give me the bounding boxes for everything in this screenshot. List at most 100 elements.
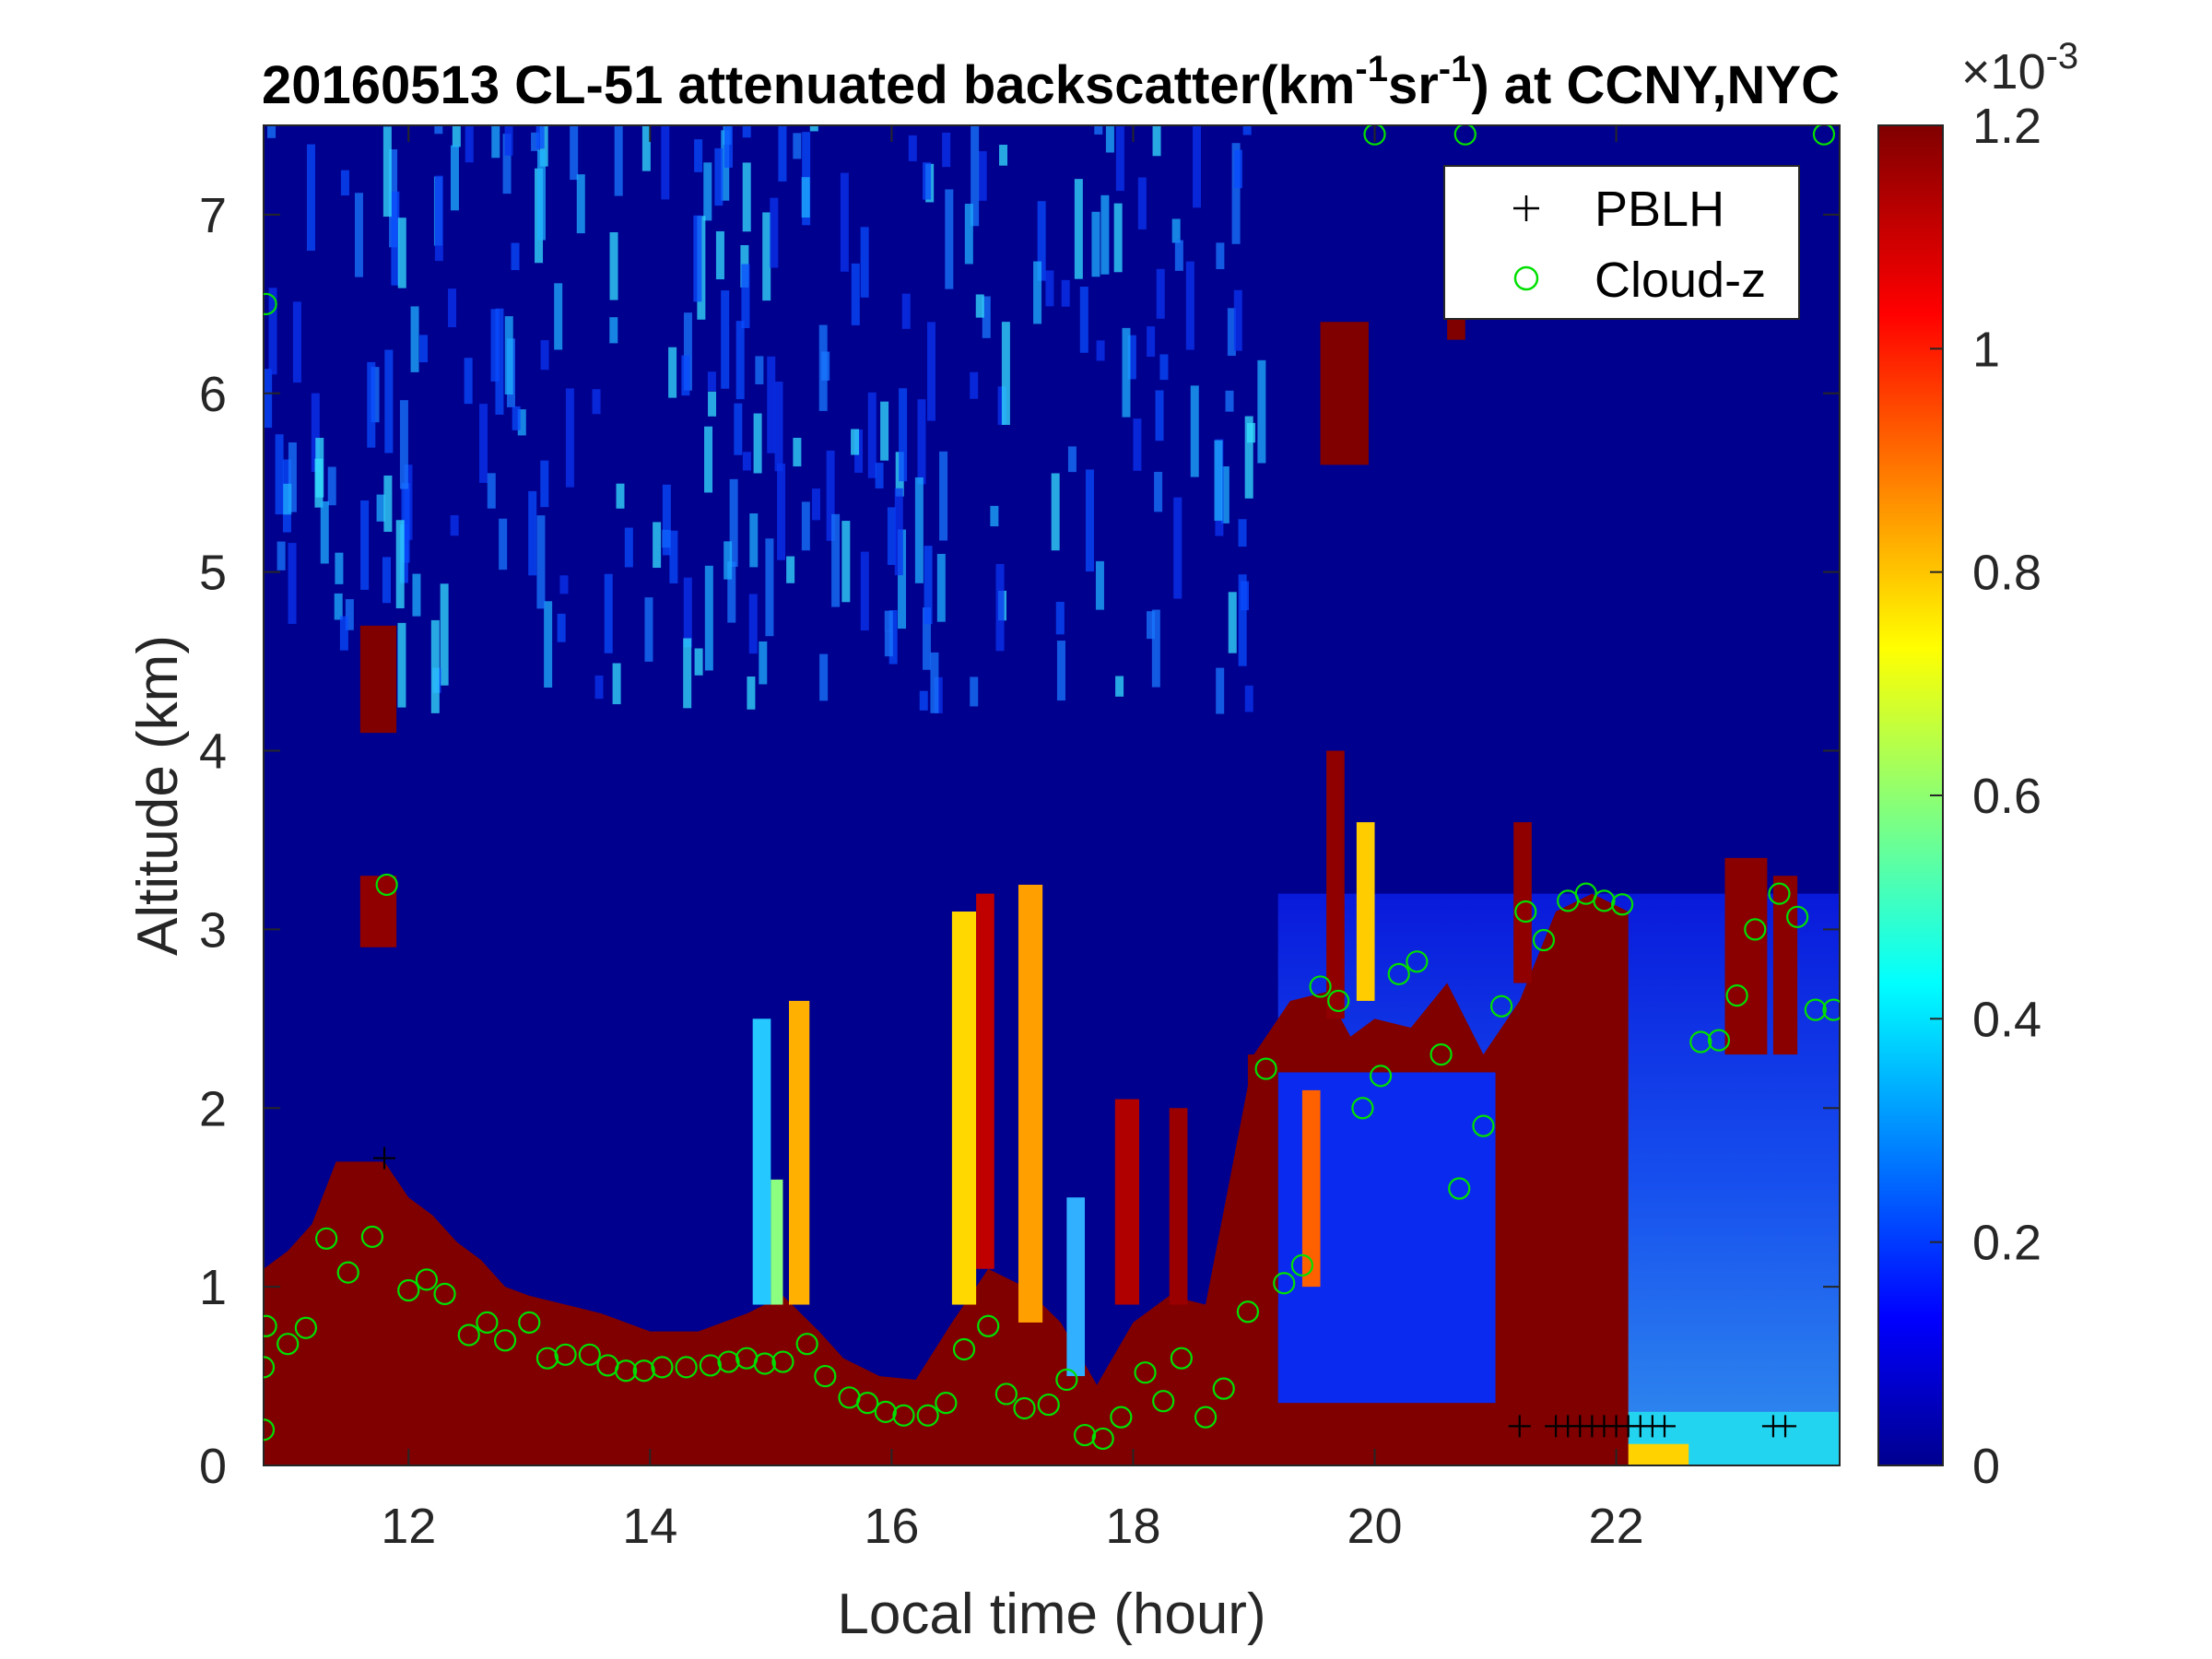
speckle-9 xyxy=(811,488,820,521)
speckle-198 xyxy=(1001,322,1010,426)
plume-1 xyxy=(771,1179,783,1305)
speckle-209 xyxy=(452,125,461,147)
pblh-point-11 xyxy=(1653,1415,1676,1438)
speckle-153 xyxy=(383,475,393,533)
plume-9 xyxy=(1247,1054,1278,1305)
speckle-259 xyxy=(1233,289,1242,351)
speckle-134 xyxy=(412,573,421,617)
speckle-40 xyxy=(793,438,802,467)
y-axis-label: Altitude (km) xyxy=(126,635,190,956)
speckle-195 xyxy=(908,135,917,161)
y-tick-label-6: 6 xyxy=(199,367,227,422)
cloud-z-point-64 xyxy=(1448,1177,1471,1200)
colorbar-tick-label-0: 0 xyxy=(1972,1439,2000,1494)
speckle-229 xyxy=(536,149,546,241)
speckle-95 xyxy=(1156,268,1165,319)
speckle-5 xyxy=(440,583,449,686)
colorbar-multiplier: ×10-3 xyxy=(1961,36,2078,100)
speckle-252 xyxy=(339,616,348,651)
cloud-z-point-53 xyxy=(1254,1057,1277,1080)
x-tick-label-3: 18 xyxy=(1105,1499,1160,1554)
cloud-z-point-41 xyxy=(1013,1396,1036,1420)
speckle-139 xyxy=(898,529,907,629)
speckle-257 xyxy=(841,521,851,603)
plume-17 xyxy=(359,876,397,947)
pblh-point-1 xyxy=(1508,1415,1531,1438)
cloud-z-point-37 xyxy=(935,1392,958,1415)
plume-12 xyxy=(1356,822,1375,1001)
speckle-34 xyxy=(742,452,751,471)
y-tick-label-7: 7 xyxy=(199,188,227,243)
speckle-145 xyxy=(1244,685,1253,712)
speckle-47 xyxy=(767,356,776,453)
cloud-z-point-12 xyxy=(433,1282,456,1305)
speckle-173 xyxy=(1190,385,1199,477)
cloud-z-point-59 xyxy=(1363,125,1386,146)
speckle-115 xyxy=(919,690,928,711)
speckle-80 xyxy=(851,263,860,325)
cloud-z-point-46 xyxy=(1110,1406,1133,1429)
speckle-10 xyxy=(616,483,625,509)
colorbar-tick-label-1: 0.2 xyxy=(1972,1216,2041,1271)
speckle-84 xyxy=(430,619,440,713)
speckle-149 xyxy=(382,126,392,218)
speckle-247 xyxy=(465,125,474,163)
cloud-z-point-19 xyxy=(578,1343,601,1366)
speckle-203 xyxy=(612,663,621,705)
plume-18 xyxy=(1320,322,1369,465)
speckle-12 xyxy=(867,392,877,478)
speckle-243 xyxy=(283,483,292,515)
speckle-162 xyxy=(774,382,783,472)
y-tick-label-3: 3 xyxy=(199,902,227,958)
speckle-23 xyxy=(851,429,860,455)
cloud-z-point-54 xyxy=(1273,1272,1296,1295)
cloud-z-point-75 xyxy=(1707,1029,1731,1052)
cloud-z-point-4 xyxy=(276,1333,300,1356)
cloud-z-point-24 xyxy=(675,1356,698,1379)
speckle-21 xyxy=(479,404,488,483)
speckle-171 xyxy=(831,513,841,607)
speckle-110 xyxy=(644,597,653,662)
legend: PBLH Cloud-z xyxy=(1443,165,1800,320)
speckle-3 xyxy=(923,607,932,670)
cloud-z-point-29 xyxy=(771,1350,794,1373)
speckle-76 xyxy=(314,458,324,508)
speckle-103 xyxy=(707,371,716,392)
cloud-z-point-28 xyxy=(753,1352,776,1375)
legend-box xyxy=(1443,165,1800,320)
speckle-234 xyxy=(894,488,903,576)
speckle-39 xyxy=(704,426,713,493)
cloud-z-point-48 xyxy=(1152,1390,1175,1413)
cloud-z-point-47 xyxy=(1134,1361,1157,1384)
cloud-z-point-65 xyxy=(1453,125,1477,146)
cloud-z-point-13 xyxy=(457,1324,480,1347)
speckle-172 xyxy=(970,371,979,399)
colorbar-tick-label-3: 0.6 xyxy=(1972,769,2041,824)
circle-marker-icon xyxy=(1513,265,1539,291)
x-tick-label-4: 20 xyxy=(1347,1499,1402,1554)
speckle-53 xyxy=(570,125,579,181)
speckle-58 xyxy=(721,290,730,389)
speckle-224 xyxy=(683,638,692,709)
speckle-67 xyxy=(1185,261,1194,350)
speckle-6 xyxy=(384,349,394,453)
x-axis-label: Local time (hour) xyxy=(837,1583,1265,1646)
cloud-z-point-45 xyxy=(1091,1427,1114,1451)
speckle-244 xyxy=(1238,519,1247,547)
cloud-z-point-78 xyxy=(1768,882,1791,905)
speckle-72 xyxy=(875,463,884,488)
speckle-216 xyxy=(1115,676,1124,697)
cloud-z-point-44 xyxy=(1073,1423,1097,1447)
cloud-z-point-31 xyxy=(814,1364,837,1388)
speckle-50 xyxy=(464,358,473,405)
speckle-184 xyxy=(884,610,893,631)
cloud-z-series xyxy=(264,125,1840,1451)
speckle-214 xyxy=(801,177,810,218)
speckle-182 xyxy=(504,316,513,395)
cloud-z-point-14 xyxy=(476,1311,499,1335)
speckle-7 xyxy=(683,312,692,391)
speckle-194 xyxy=(741,264,750,329)
cloud-z-point-17 xyxy=(535,1347,559,1370)
x-tick-label-1: 14 xyxy=(622,1499,677,1554)
cloud-z-point-68 xyxy=(1514,900,1537,924)
